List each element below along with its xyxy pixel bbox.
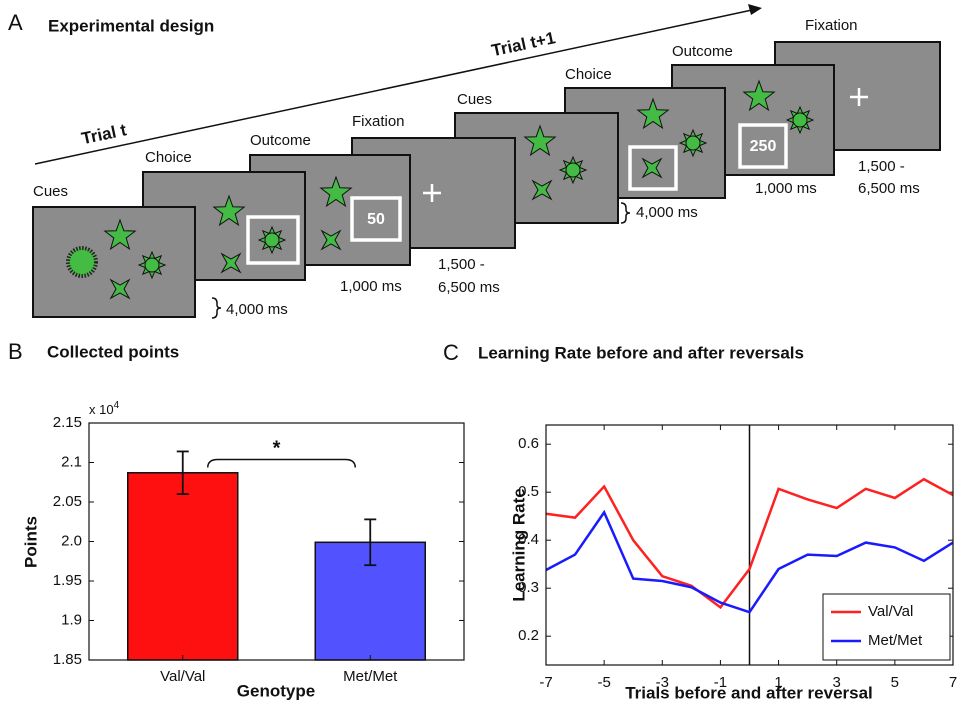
x-axis-label: Trials before and after reversal (625, 683, 873, 702)
x-tick-label: Met/Met (343, 668, 398, 685)
stimulus (679, 129, 707, 157)
screen-label: Outcome (672, 43, 733, 60)
x-tick-label: -3 (656, 674, 669, 691)
error-bar (176, 450, 189, 496)
y-tick-label: 1.85 (53, 651, 82, 668)
legend-label: Val/Val (868, 603, 913, 620)
outcome-box (738, 123, 788, 169)
y-tick-label: 0.6 (518, 435, 539, 452)
multiplier-base: x 10 (89, 402, 114, 417)
screen (32, 206, 196, 318)
y-tick-label: 2.0 (61, 532, 82, 549)
x-axis-label: Genotype (237, 681, 315, 700)
error-bar (364, 518, 377, 567)
screen-label: Choice (565, 66, 612, 83)
x-tick-label: 7 (949, 674, 957, 691)
y-tick-label: 2.1 (61, 453, 82, 470)
x-tick-label: -7 (539, 674, 552, 691)
x-tick-label: -1 (714, 674, 727, 691)
significance-label: * (273, 438, 281, 460)
duration: 1,500 - (858, 158, 905, 175)
x-tick-label: 3 (833, 674, 841, 691)
trial-label: Trial t (80, 120, 129, 148)
stimulus (258, 226, 286, 254)
stimulus (559, 156, 587, 184)
bar (127, 472, 239, 661)
screen-label: Fixation (805, 17, 858, 34)
x-tick-label: -5 (597, 674, 610, 691)
significance-bracket (207, 458, 356, 468)
duration: 1,500 - (438, 256, 485, 273)
duration: 4,000 ms (226, 301, 288, 318)
points: 250 (750, 138, 777, 155)
choice-box (628, 145, 678, 191)
series-line (545, 509, 954, 614)
duration: 6,500 ms (438, 279, 500, 296)
duration: 4,000 ms (636, 204, 698, 221)
chart-title: Learning Rate before and after reversals (478, 343, 804, 362)
plot-frame (545, 424, 954, 666)
x-tick-label: Val/Val (160, 668, 205, 685)
y-axis-label: Learning Rate (509, 488, 528, 601)
legend-box (822, 593, 951, 661)
y-tick-label: 2.05 (53, 493, 82, 510)
brace (620, 202, 631, 224)
panel-label: A (8, 10, 23, 35)
y-axis-label: Points (21, 516, 40, 568)
screen-label: Fixation (352, 113, 405, 130)
timeline (34, 4, 762, 165)
panel-title: Experimental design (48, 16, 214, 35)
duration: 6,500 ms (858, 180, 920, 197)
duration: 1,000 ms (755, 180, 817, 197)
screen-label: Outcome (250, 132, 311, 149)
stimulus (786, 106, 814, 134)
trial-label: Trial t+1 (490, 28, 557, 60)
stimulus (66, 246, 98, 278)
fixation-cross (850, 88, 868, 106)
panel-label: B (8, 339, 23, 364)
y-tick-label: 0.4 (518, 531, 539, 548)
y-tick-label: 2.15 (53, 414, 82, 431)
fixation-cross (423, 184, 441, 202)
stimulus (138, 251, 166, 279)
outcome-box (350, 196, 402, 242)
plot-frame (88, 422, 465, 661)
choice-box (246, 215, 300, 265)
screen-label: Cues (457, 91, 492, 108)
y-tick-label: 0.3 (518, 579, 539, 596)
legend-label: Met/Met (868, 632, 923, 649)
screen-label: Cues (33, 183, 68, 200)
y-tick-label: 1.9 (61, 611, 82, 628)
duration: 1,000 ms (340, 278, 402, 295)
panel-label: C (443, 340, 459, 365)
multiplier-exponent: 4 (114, 400, 120, 411)
y-tick-label: 0.5 (518, 483, 539, 500)
axis-multiplier: x 104 (89, 400, 120, 418)
y-tick-label: 1.95 (53, 572, 82, 589)
points: 50 (367, 211, 385, 228)
y-tick-label: 0.2 (518, 627, 539, 644)
x-tick-label: 5 (891, 674, 899, 691)
brace (211, 297, 222, 319)
series-line (545, 477, 954, 610)
chart-title: Collected points (47, 342, 179, 361)
x-tick-label: 1 (774, 674, 782, 691)
screen-label: Choice (145, 149, 192, 166)
